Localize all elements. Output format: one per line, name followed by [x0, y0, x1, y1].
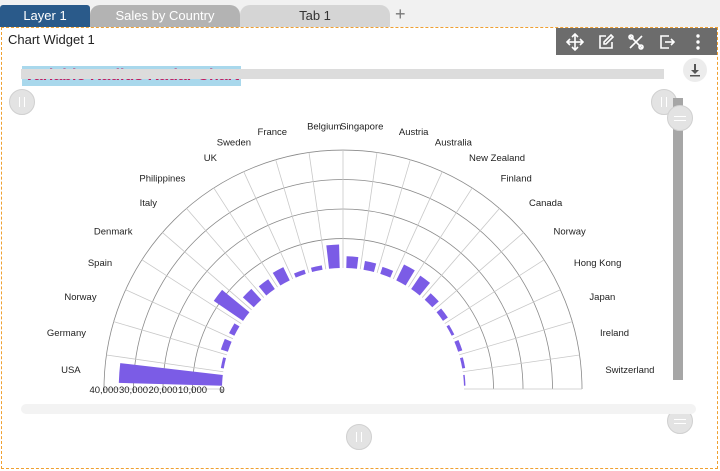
grid-spoke — [125, 289, 234, 340]
bar-norway[interactable] — [436, 308, 448, 321]
bar-denmark[interactable] — [213, 289, 250, 321]
bar-finland[interactable] — [411, 275, 431, 296]
value-axis-label: 30,000 — [119, 385, 148, 396]
category-label: Italy — [140, 198, 158, 209]
tab-sales-by-country[interactable]: Sales by Country — [90, 5, 240, 27]
category-label: Switzerland — [605, 365, 654, 376]
export-icon[interactable] — [656, 31, 678, 53]
category-label: Finland — [501, 173, 532, 184]
grid-spoke — [434, 232, 524, 311]
bar-uk[interactable] — [272, 267, 290, 286]
scroll-handle-bottom[interactable] — [346, 424, 372, 450]
tab-bar: Layer 1 Sales by Country Tab 1 + — [0, 0, 720, 27]
grid-spoke — [392, 171, 443, 280]
value-axis-label: 0 — [219, 385, 224, 396]
grid-spoke — [106, 354, 224, 373]
bar-ireland[interactable] — [459, 357, 466, 369]
grid-spoke — [186, 208, 265, 298]
bar-philippines[interactable] — [258, 279, 275, 296]
grid-spoke — [452, 289, 561, 340]
category-label: Denmark — [94, 226, 133, 237]
add-tab-button[interactable]: + — [395, 4, 406, 24]
grid-spoke — [462, 354, 580, 373]
value-axis-label: 10,000 — [178, 385, 207, 396]
download-icon[interactable] — [683, 58, 707, 82]
slider-handle-left[interactable] — [9, 89, 35, 115]
horizontal-scroll-track-bottom[interactable] — [21, 404, 696, 414]
value-axis-label: 20,000 — [148, 385, 177, 396]
grid-spoke — [243, 171, 294, 280]
bar-switzerland[interactable] — [463, 374, 466, 386]
grid-spoke — [308, 152, 327, 270]
bar-new-zealand[interactable] — [396, 264, 415, 286]
more-vertical-icon[interactable] — [687, 31, 709, 53]
tab-layer-1[interactable]: Layer 1 — [0, 5, 90, 27]
bar-italy[interactable] — [242, 288, 262, 308]
category-label: Ireland — [600, 328, 629, 339]
chart-widget: Chart Widget 1 Variable Radius Radar Cha… — [1, 27, 718, 469]
bar-usa[interactable] — [118, 363, 223, 386]
bar-singapore[interactable] — [346, 256, 359, 269]
grid-spoke — [421, 208, 500, 298]
grid-spoke — [376, 159, 411, 274]
grid-spoke — [141, 259, 242, 324]
category-label: Japan — [589, 292, 615, 303]
slider-handle-top[interactable] — [667, 105, 693, 131]
bar-sweden[interactable] — [294, 269, 306, 278]
category-label: Australia — [435, 138, 473, 149]
bar-canada[interactable] — [424, 293, 439, 308]
grid-spoke — [275, 159, 310, 274]
horizontal-range-slider-top[interactable] — [21, 69, 664, 79]
tab-tab-1[interactable]: Tab 1 — [240, 5, 390, 27]
category-label: Canada — [529, 198, 563, 209]
category-label: UK — [204, 153, 218, 164]
category-label: Singapore — [340, 122, 383, 133]
category-label: France — [258, 127, 288, 138]
tools-icon[interactable] — [625, 31, 647, 53]
bar-hong-kong[interactable] — [446, 324, 455, 336]
category-label: Norway — [64, 292, 96, 303]
widget-title: Chart Widget 1 — [8, 32, 95, 47]
grid-spoke — [162, 232, 252, 311]
bar-australia[interactable] — [380, 266, 394, 278]
category-label: Hong Kong — [574, 258, 622, 269]
category-label: Philippines — [139, 173, 185, 184]
category-label: New Zealand — [469, 153, 525, 164]
bar-germany[interactable] — [220, 357, 227, 369]
grid-spoke — [444, 259, 545, 324]
bar-japan[interactable] — [454, 340, 463, 352]
move-icon[interactable] — [564, 31, 586, 53]
category-label: Sweden — [217, 138, 251, 149]
vertical-range-slider[interactable] — [673, 98, 683, 380]
category-label: Spain — [88, 258, 112, 269]
category-label: Austria — [399, 127, 429, 138]
category-label: Belgium — [307, 122, 341, 133]
edit-icon[interactable] — [595, 31, 617, 53]
grid-spoke — [458, 321, 573, 356]
category-label: Germany — [47, 328, 86, 339]
grid-spoke — [359, 152, 378, 270]
category-label: USA — [61, 365, 81, 376]
grid-spoke — [213, 187, 278, 288]
grid-spoke — [408, 187, 473, 288]
bar-austria[interactable] — [363, 261, 377, 273]
bar-spain[interactable] — [229, 323, 240, 336]
widget-toolbar — [556, 28, 717, 55]
value-axis-label: 40,000 — [89, 385, 118, 396]
category-label: Norway — [554, 226, 586, 237]
bar-france[interactable] — [310, 265, 323, 273]
bar-belgium[interactable] — [326, 244, 340, 269]
bar-norway[interactable] — [220, 338, 232, 352]
grid-spoke — [113, 321, 228, 356]
